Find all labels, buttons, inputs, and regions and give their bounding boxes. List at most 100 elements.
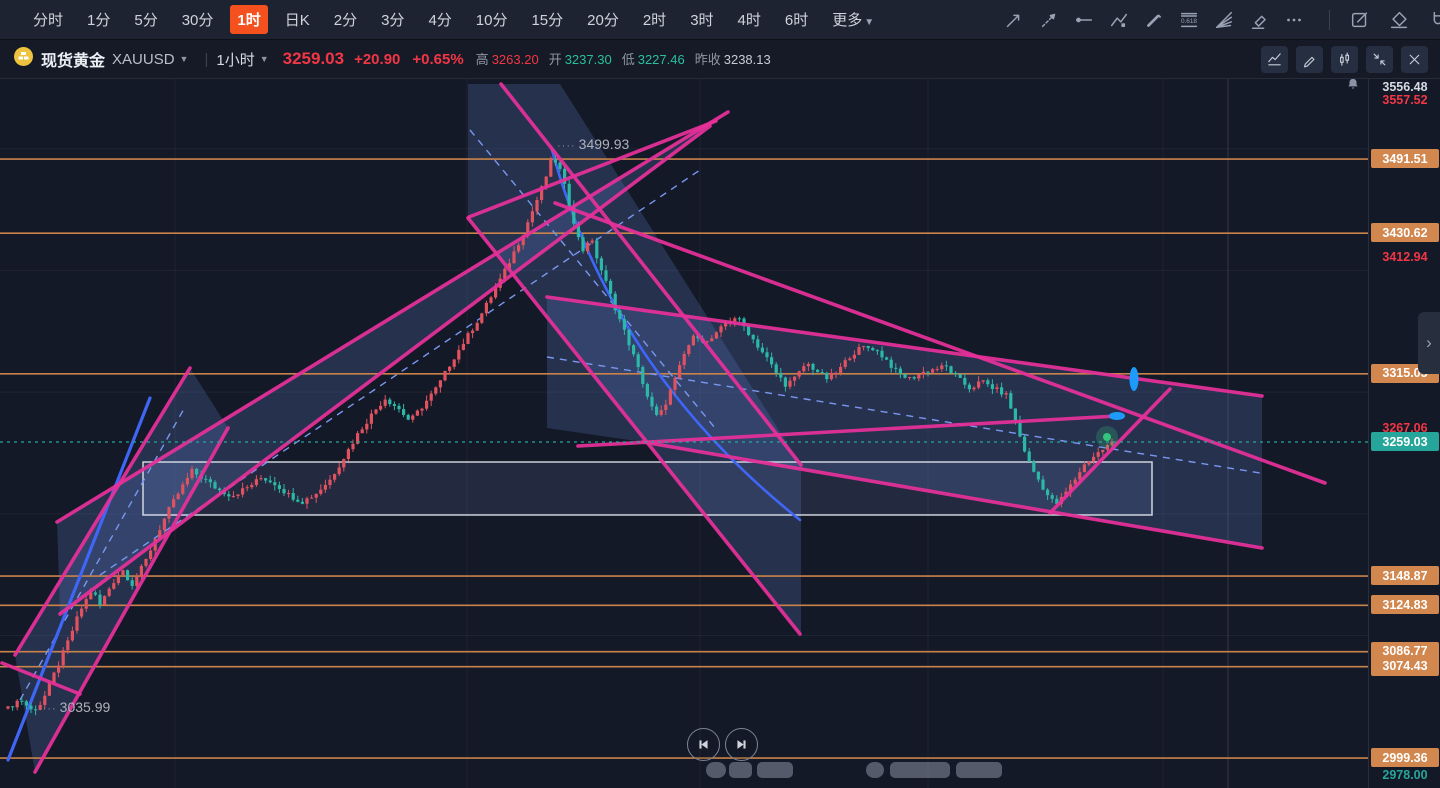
skip-forward-button[interactable] (725, 728, 758, 761)
arrow-line-icon[interactable] (1036, 7, 1062, 33)
pink-trend-line (13, 366, 192, 657)
rectangle-zone (142, 461, 1153, 516)
pink-trend-line (641, 440, 1264, 550)
fibonacci-icon[interactable]: 0.618 (1176, 7, 1202, 33)
magnet-icon[interactable] (1425, 7, 1440, 33)
marker-pen-icon[interactable] (1246, 7, 1272, 33)
interval-dropdown-caret[interactable]: ▼ (259, 54, 269, 64)
timeframe-tab-20分[interactable]: 20分 (587, 12, 619, 29)
collapse-button[interactable] (1366, 45, 1393, 73)
stat-低: 低 3227.46 (621, 52, 685, 67)
timeframe-tab-2时[interactable]: 2时 (642, 12, 667, 29)
candle-type-button[interactable] (1331, 45, 1358, 73)
axis-price-level: 3491.51 (1371, 149, 1439, 169)
timeframe-tab-6时[interactable]: 6时 (784, 12, 809, 29)
timeframe-tab-1时[interactable]: 1时 (230, 5, 268, 34)
eraser-icon[interactable] (1386, 7, 1412, 33)
price-change-pct: +0.65% (412, 50, 464, 68)
timeframe-tab-3分[interactable]: 3分 (381, 12, 405, 29)
axis-price-level: 3074.43 (1371, 656, 1439, 676)
chart-action-buttons (1261, 45, 1440, 73)
pink-trend-line (545, 295, 1264, 398)
pink-trend-line (55, 110, 730, 524)
gold-coin-icon (14, 47, 33, 71)
timeframe-tab-分时[interactable]: 分时 (33, 12, 64, 29)
channel-midline-dashed (19, 406, 186, 701)
horizontal-ray-icon[interactable] (1071, 7, 1097, 33)
trend-line-icon[interactable] (1001, 7, 1027, 33)
timeframe-tab-3时[interactable]: 3时 (690, 12, 714, 29)
axis-price-level: 3086.77 (1371, 641, 1439, 661)
chevron-right-icon: › (1426, 333, 1432, 352)
axis-price-plain: 3267.06 (1382, 420, 1428, 435)
blurred-mark (866, 762, 884, 778)
timeframe-tab-1分[interactable]: 1分 (87, 12, 111, 29)
pink-trend-line (0, 661, 82, 696)
axis-price-level: 3430.62 (1371, 223, 1439, 243)
axis-price-plain: 3557.52 (1382, 92, 1428, 107)
symbol-name: 现货黄金 (41, 53, 106, 70)
channel-midline-dashed (546, 356, 1261, 474)
polyline-icon[interactable] (1106, 7, 1132, 33)
chart-style-button[interactable] (1261, 45, 1288, 73)
draw-pencil-button[interactable] (1296, 45, 1323, 73)
divider: | (204, 50, 209, 68)
gann-fan-icon[interactable] (1211, 7, 1237, 33)
price-axis[interactable]: 3556.48 3557.52 3412.94 3267.06 2978.00 3491.… (1368, 79, 1440, 788)
stat-高: 高 3263.20 (475, 52, 539, 67)
timeframe-tab-30分[interactable]: 30分 (181, 12, 214, 29)
price-change: +20.90 (354, 50, 401, 68)
timeframe-tab-5分[interactable]: 5分 (134, 12, 158, 29)
timeframe-tab-4分[interactable]: 4分 (428, 12, 452, 29)
symbol-code[interactable]: XAUUSD (112, 50, 175, 68)
timeframe-tab-4时[interactable]: 4时 (737, 12, 761, 29)
skip-back-button[interactable] (687, 728, 720, 761)
manage-tools-group (1325, 7, 1440, 33)
axis-price-plain: 2978.00 (1382, 767, 1428, 782)
blue-trend-line (6, 396, 152, 762)
timeframe-tab-15分[interactable]: 15分 (531, 12, 564, 29)
brush-icon[interactable] (1141, 7, 1167, 33)
pink-trend-line (466, 216, 802, 636)
axis-price-plain: 3556.48 (1382, 79, 1428, 94)
timeframe-tab-更多[interactable]: 更多 ▼ (832, 12, 875, 29)
pink-trend-line (58, 124, 712, 616)
toolbar-divider (1329, 9, 1331, 30)
axis-price-level: 2999.36 (1371, 748, 1439, 768)
symbol-info-bar: 现货黄金 XAUUSD ▼ | 1小时 ▼ 3259.03 +20.90 +0.… (0, 40, 1440, 79)
close-button[interactable] (1401, 45, 1428, 73)
blue-horizontal-ellipse-marker (1109, 412, 1125, 420)
blurred-mark (890, 762, 950, 778)
timeframe-tab-10分[interactable]: 10分 (475, 12, 508, 29)
stat-开: 开 3237.30 (548, 52, 612, 67)
interval-label[interactable]: 1小时 (216, 51, 255, 69)
timeframe-toolbar: 分时 1分 5分 30分 1时 日K 2分 3分 4分 10分 15分 20分 2时 3时 4时 6时 更多 ▼ … (0, 0, 1440, 40)
pink-trend-line (499, 82, 803, 467)
side-panel-expander[interactable]: › (1418, 312, 1440, 374)
pink-trend-line (576, 414, 1119, 448)
pink-trend-line (553, 201, 1327, 485)
axis-price-level: 3148.87 (1371, 566, 1439, 586)
drawing-tools-group: 0.618 (1001, 7, 1307, 33)
axis-price-level: 3124.83 (1371, 595, 1439, 615)
channel-fill (547, 297, 1262, 548)
blurred-mark (956, 762, 1002, 778)
axis-current-price: 3259.03 (1371, 432, 1439, 451)
timeframe-tab-2分[interactable]: 2分 (333, 12, 358, 29)
note-edit-icon[interactable] (1347, 7, 1373, 33)
more-dots-icon[interactable] (1281, 7, 1307, 33)
pink-trend-line (467, 119, 718, 219)
stat-昨收: 昨收 3238.13 (694, 52, 771, 67)
timeframe-tabs: 分时 1分 5分 30分 1时 日K 2分 3分 4分 10分 15分 20分 2时 3时 4时 6时 更多 ▼ (0, 5, 881, 34)
alert-bell-icon[interactable] (1346, 77, 1360, 96)
symbol-dropdown-caret[interactable]: ▼ (179, 54, 189, 64)
timeframe-tab-日K[interactable]: 日K (284, 12, 310, 29)
axis-price-plain: 3412.94 (1382, 249, 1428, 264)
ohlc-stats: 高 3263.20 开 3237.30 低 3227.46 昨收 3238.13 (476, 49, 781, 69)
pink-trend-line (1048, 387, 1172, 515)
extreme-price-label: 3499.93 (557, 136, 630, 152)
blurred-mark (757, 762, 793, 778)
extreme-price-label: 3035.99 (38, 699, 111, 715)
